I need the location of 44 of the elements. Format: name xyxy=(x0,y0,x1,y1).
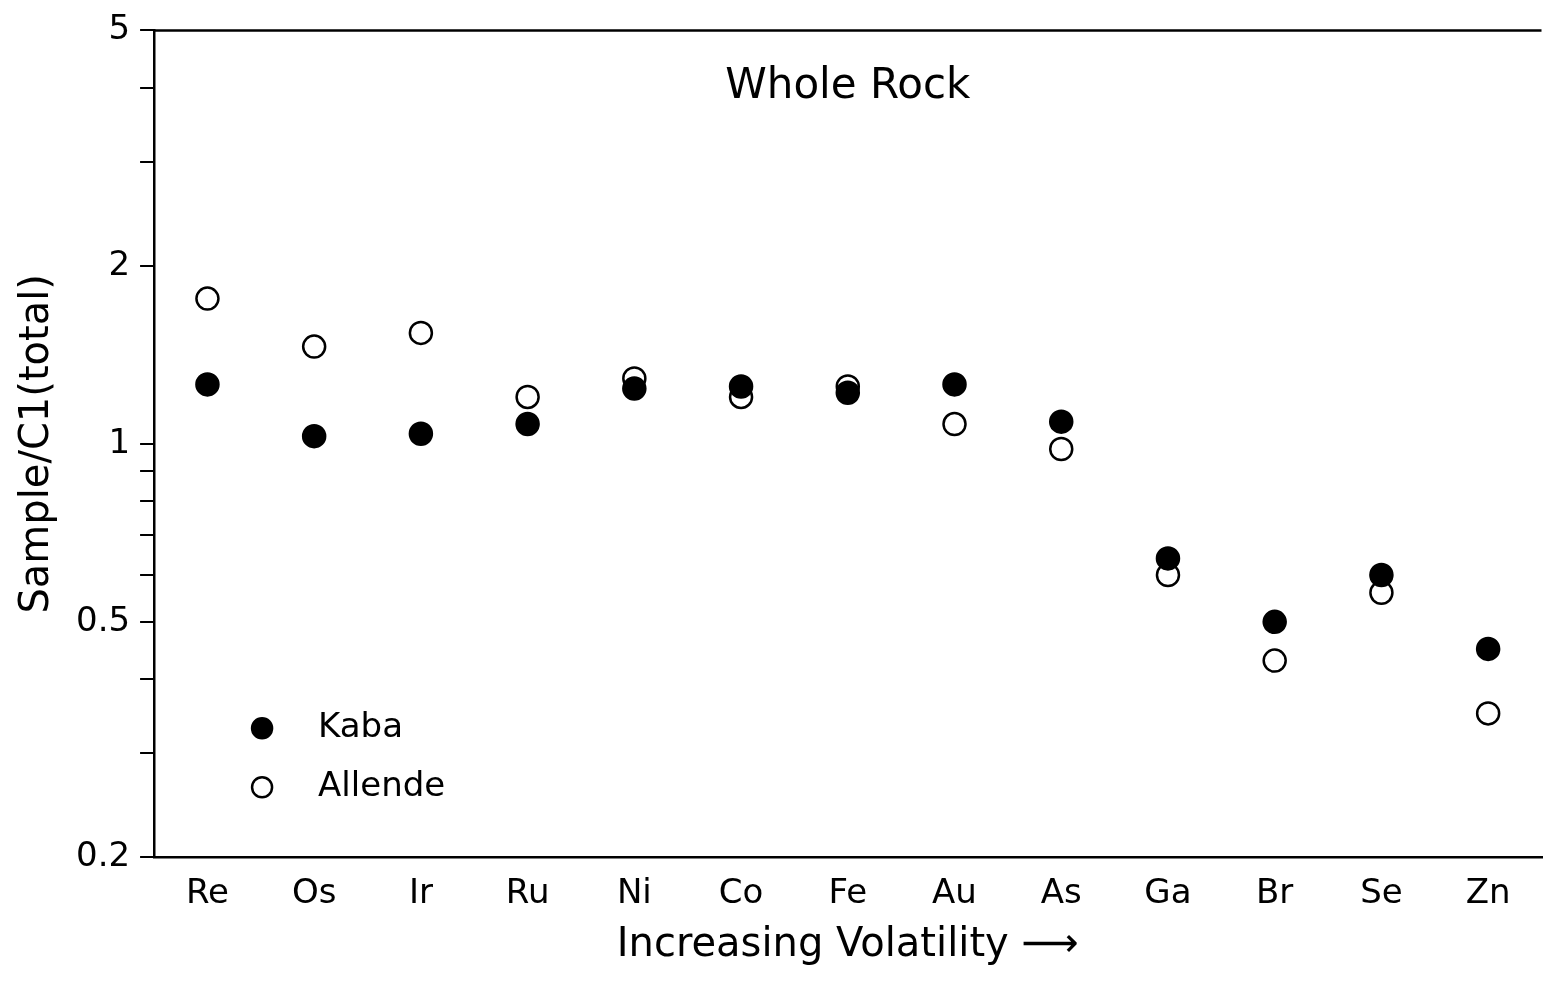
text: Whole Rock xyxy=(725,59,972,109)
point xyxy=(1262,648,1287,673)
point xyxy=(408,421,434,446)
y-axis-title: Sample/C1(total) xyxy=(11,274,58,614)
point xyxy=(1475,636,1501,662)
y-tick-label: 0.2 xyxy=(75,834,131,875)
point xyxy=(835,380,861,405)
point xyxy=(622,376,647,401)
x-tick-label: Au xyxy=(932,871,977,912)
x-tick-label: Re xyxy=(185,871,229,912)
x-tick-label: Ni xyxy=(616,871,652,912)
x-tick-label: Br xyxy=(1256,871,1294,912)
point xyxy=(942,372,967,397)
legend-label: Allende xyxy=(318,764,446,805)
point xyxy=(1369,562,1394,588)
x-axis-title: Increasing Volatility ⟶ xyxy=(616,919,1079,966)
point xyxy=(1048,436,1074,462)
y-tick-label: 1 xyxy=(108,420,131,461)
x-tick-label: Se xyxy=(1360,871,1403,912)
x-tick-label: Co xyxy=(718,871,764,912)
point xyxy=(515,384,540,410)
point xyxy=(1262,609,1287,635)
point xyxy=(301,334,327,359)
legend-label: Kaba xyxy=(318,705,404,746)
x-tick-label: Os xyxy=(291,871,337,912)
point xyxy=(1155,546,1181,571)
point xyxy=(1048,409,1074,434)
x-tick-label: Zn xyxy=(1465,871,1511,912)
point xyxy=(301,423,327,449)
x-tick-label: Fe xyxy=(828,871,868,912)
point xyxy=(942,411,967,437)
point xyxy=(515,411,540,437)
x-tick-label: Ru xyxy=(505,871,550,912)
y-tick-label: 0.5 xyxy=(75,598,131,639)
point xyxy=(195,286,220,311)
point xyxy=(195,372,220,397)
y-tick-label: 5 xyxy=(108,7,131,48)
x-tick-label: Ga xyxy=(1144,871,1192,912)
point xyxy=(408,320,434,346)
x-tick-label: Ir xyxy=(408,871,433,912)
point xyxy=(1475,701,1501,726)
y-tick-label: 2 xyxy=(108,242,131,283)
point xyxy=(728,374,754,399)
x-tick-label: As xyxy=(1040,871,1082,912)
